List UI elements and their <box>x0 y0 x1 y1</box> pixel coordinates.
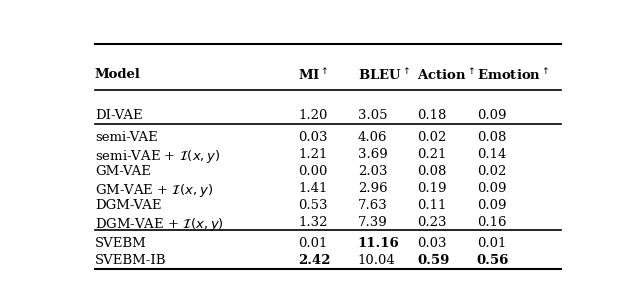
Text: GM-VAE: GM-VAE <box>95 165 151 178</box>
Text: semi-VAE + $\mathcal{I}(x, y)$: semi-VAE + $\mathcal{I}(x, y)$ <box>95 148 220 165</box>
Text: 2.42: 2.42 <box>298 254 331 267</box>
Text: 0.53: 0.53 <box>298 199 328 212</box>
Text: 0.00: 0.00 <box>298 165 328 178</box>
Text: DI-VAE: DI-VAE <box>95 109 143 122</box>
Text: 0.03: 0.03 <box>417 237 447 250</box>
Text: 1.21: 1.21 <box>298 148 328 161</box>
Text: 0.01: 0.01 <box>477 237 506 250</box>
Text: Action$^\uparrow$: Action$^\uparrow$ <box>417 68 475 84</box>
Text: semi-VAE: semi-VAE <box>95 131 157 144</box>
Text: SVEBM: SVEBM <box>95 237 147 250</box>
Text: 1.20: 1.20 <box>298 109 328 122</box>
Text: MI$^\uparrow$: MI$^\uparrow$ <box>298 68 329 84</box>
Text: 0.56: 0.56 <box>477 254 509 267</box>
Text: 0.59: 0.59 <box>417 254 450 267</box>
Text: Model: Model <box>95 68 141 80</box>
Text: 0.09: 0.09 <box>477 199 506 212</box>
Text: GM-VAE + $\mathcal{I}(x, y)$: GM-VAE + $\mathcal{I}(x, y)$ <box>95 182 213 199</box>
Text: 3.69: 3.69 <box>358 148 387 161</box>
Text: Emotion$^\uparrow$: Emotion$^\uparrow$ <box>477 68 549 84</box>
Text: 0.01: 0.01 <box>298 237 328 250</box>
Text: 2.03: 2.03 <box>358 165 387 178</box>
Text: 0.11: 0.11 <box>417 199 447 212</box>
Text: 0.02: 0.02 <box>417 131 447 144</box>
Text: 0.09: 0.09 <box>477 109 506 122</box>
Text: 1.41: 1.41 <box>298 182 328 195</box>
Text: 0.19: 0.19 <box>417 182 447 195</box>
Text: BLEU$^\uparrow$: BLEU$^\uparrow$ <box>358 68 410 84</box>
Text: DGM-VAE: DGM-VAE <box>95 199 161 212</box>
Text: 0.14: 0.14 <box>477 148 506 161</box>
Text: 0.08: 0.08 <box>477 131 506 144</box>
Text: 0.02: 0.02 <box>477 165 506 178</box>
Text: 0.03: 0.03 <box>298 131 328 144</box>
Text: 4.06: 4.06 <box>358 131 387 144</box>
Text: 3.05: 3.05 <box>358 109 387 122</box>
Text: 1.32: 1.32 <box>298 216 328 229</box>
Text: 2.96: 2.96 <box>358 182 387 195</box>
Text: 0.16: 0.16 <box>477 216 506 229</box>
Text: 0.21: 0.21 <box>417 148 447 161</box>
Text: 7.39: 7.39 <box>358 216 387 229</box>
Text: 0.23: 0.23 <box>417 216 447 229</box>
Text: 10.04: 10.04 <box>358 254 396 267</box>
Text: 7.63: 7.63 <box>358 199 387 212</box>
Text: SVEBM-IB: SVEBM-IB <box>95 254 166 267</box>
Text: 0.08: 0.08 <box>417 165 447 178</box>
Text: 0.18: 0.18 <box>417 109 447 122</box>
Text: 11.16: 11.16 <box>358 237 399 250</box>
Text: 0.09: 0.09 <box>477 182 506 195</box>
Text: DGM-VAE + $\mathcal{I}(x, y)$: DGM-VAE + $\mathcal{I}(x, y)$ <box>95 216 224 233</box>
